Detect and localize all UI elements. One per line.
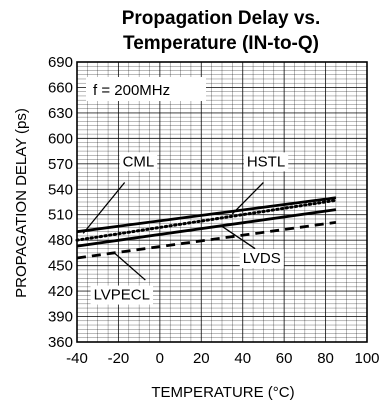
series-label-hstl: HSTL (247, 153, 285, 170)
y-tick-label: 390 (48, 309, 73, 326)
y-tick-label: 570 (48, 156, 73, 173)
y-tick-labels: 360 390 420 450 480 510 540 570 600 630 660 690 (48, 54, 73, 351)
plot-frame (76, 61, 368, 343)
y-tick-label: 660 (48, 79, 73, 96)
leader-lvds (219, 224, 256, 250)
series-line-hstl (75, 198, 338, 242)
series-label-lvds: LVDS (243, 250, 281, 267)
x-tick-label: 0 (156, 350, 164, 367)
chart-title-line-1: Propagation Delay vs. (122, 8, 321, 29)
x-tick-labels: -40 -20 0 20 40 60 80 100 (66, 350, 379, 367)
series-label-cml: CML (123, 153, 155, 170)
series-label-background (239, 249, 284, 269)
frequency-annotation: f = 200MHz (93, 82, 170, 99)
chart-title-line-2: Temperature (IN-to-Q) (123, 33, 319, 54)
x-axis-label: TEMPERATURE (°C) (151, 384, 294, 401)
x-tick-label: -40 (66, 350, 88, 367)
label-leaders (82, 182, 264, 281)
y-axis-label: PROPAGATION DELAY (ps) (13, 108, 30, 298)
y-tick-label: 450 (48, 258, 73, 275)
series-lines (75, 196, 338, 260)
y-tick-label: 600 (48, 130, 73, 147)
x-tick-label: 100 (354, 350, 379, 367)
leader-lvpecl (113, 252, 146, 281)
leader-hstl (231, 182, 264, 215)
x-tick-label: 60 (276, 350, 293, 367)
series-label-lvpecl: LVPECL (94, 287, 150, 304)
y-tick-label: 630 (48, 105, 73, 122)
y-tick-label: 420 (48, 283, 73, 300)
series-label-background (243, 152, 289, 172)
series-line-lvds (76, 208, 337, 248)
leader-cml (82, 182, 126, 234)
series-label-background (90, 285, 153, 305)
y-tick-label: 360 (48, 334, 73, 351)
x-tick-label: 20 (193, 350, 210, 367)
series-label-background (119, 152, 158, 172)
y-tick-label: 690 (48, 54, 73, 71)
x-tick-label: 40 (234, 350, 251, 367)
series-labels: CML HSTL LVDS LVPECL (90, 152, 289, 305)
y-tick-label: 510 (48, 207, 73, 224)
x-tick-label: 80 (317, 350, 334, 367)
y-tick-label: 480 (48, 232, 73, 249)
frequency-annotation-background (86, 77, 206, 101)
x-tick-label: -20 (108, 350, 130, 367)
y-tick-label: 540 (48, 181, 73, 198)
series-line-lvpecl (76, 220, 337, 260)
series-line-cml (76, 196, 337, 234)
